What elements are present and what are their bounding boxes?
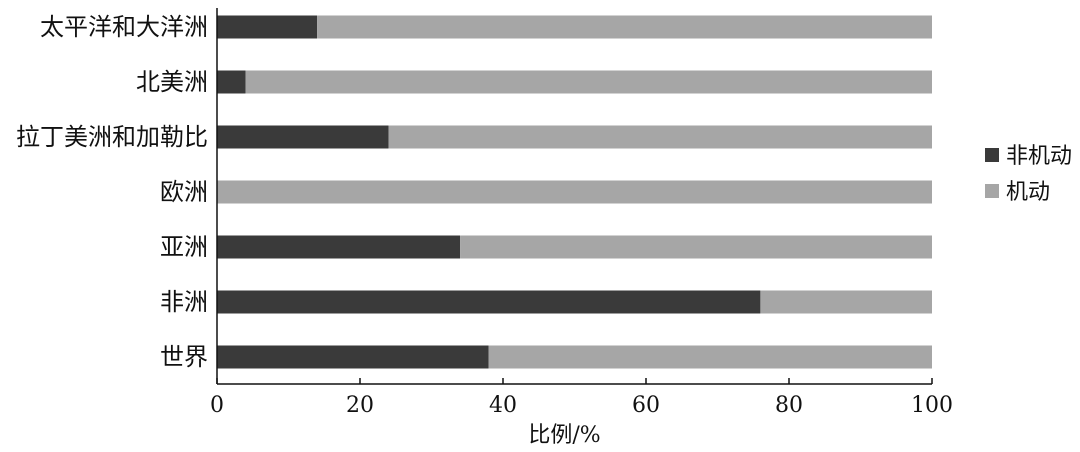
- x-ticks: 0 20 40 60 80 100: [210, 378, 953, 418]
- bar-segment-motorized-5: [760, 290, 932, 314]
- bar-segment-motorized-1: [245, 70, 933, 94]
- bar-segment-motorized-6: [488, 345, 932, 369]
- category-label: 太平洋和大洋洲: [40, 13, 208, 41]
- legend-swatch: [985, 184, 999, 198]
- bar-segment-motorized-4: [460, 235, 932, 259]
- category-label: 亚洲: [160, 233, 208, 261]
- category-label: 欧洲: [160, 178, 208, 206]
- bar-segment-nonmotorized-4: [217, 235, 461, 259]
- bar-segment-motorized-2: [388, 125, 933, 149]
- bar-segment-nonmotorized-0: [217, 15, 318, 39]
- category-label: 非洲: [160, 288, 208, 316]
- category-label: 北美洲: [136, 68, 208, 96]
- legend-swatch: [985, 148, 999, 162]
- bar-segment-nonmotorized-6: [217, 345, 489, 369]
- category-label: 拉丁美洲和加勒比: [16, 123, 208, 151]
- legend-label: 非机动: [1006, 144, 1072, 169]
- bars: [217, 15, 933, 369]
- bar-segment-nonmotorized-2: [217, 125, 389, 149]
- bar-segment-motorized-3: [217, 180, 932, 204]
- x-tick-label: 20: [346, 393, 374, 418]
- bar-segment-nonmotorized-1: [217, 70, 246, 94]
- x-tick-label: 0: [210, 393, 224, 418]
- x-tick-label: 100: [911, 393, 953, 418]
- x-tick-label: 60: [632, 393, 660, 418]
- bar-segment-nonmotorized-5: [217, 290, 761, 314]
- x-tick-label: 40: [489, 393, 517, 418]
- legend-label: 机动: [1006, 180, 1050, 205]
- x-axis-title: 比例/%: [528, 423, 600, 448]
- x-tick-label: 80: [775, 393, 803, 418]
- bar-segment-motorized-0: [317, 15, 933, 39]
- category-label: 世界: [160, 343, 208, 371]
